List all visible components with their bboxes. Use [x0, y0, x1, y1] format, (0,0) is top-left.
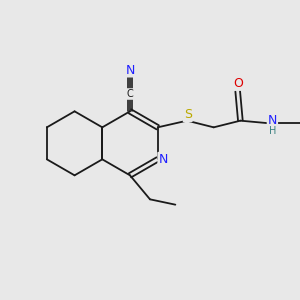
Text: S: S — [184, 108, 192, 121]
Text: N: N — [158, 153, 168, 166]
Text: N: N — [268, 114, 277, 127]
Text: H: H — [269, 126, 276, 136]
Text: O: O — [233, 77, 243, 90]
Text: N: N — [125, 64, 135, 76]
Text: C: C — [127, 89, 134, 99]
